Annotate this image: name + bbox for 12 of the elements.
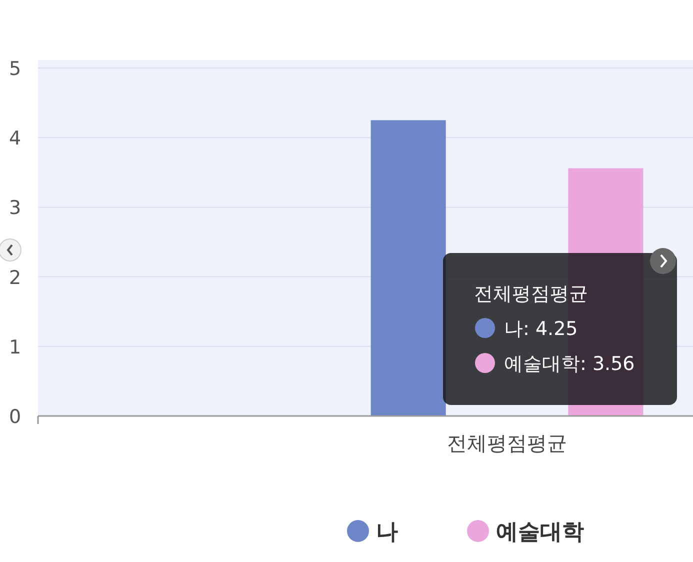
tooltip: 전체평점평균 나: 4.25 예술대학: 3.56 xyxy=(443,253,677,405)
y-tick-label: 4 xyxy=(8,128,22,150)
y-tick-label: 2 xyxy=(8,266,22,289)
y-tick-label: 5 xyxy=(8,58,22,80)
annotation: 예술대학: 3.56 xyxy=(504,353,635,375)
y-tick-label: 0 xyxy=(8,406,22,428)
annotation: 나: 4.25 xyxy=(504,318,578,340)
annotation: 전체평점평균 xyxy=(474,283,588,305)
y-tick-label: 1 xyxy=(8,336,22,358)
legend-label: 나 xyxy=(376,520,398,545)
legend-label: 예술대학 xyxy=(496,520,584,545)
y-tick-label: 3 xyxy=(8,197,22,220)
